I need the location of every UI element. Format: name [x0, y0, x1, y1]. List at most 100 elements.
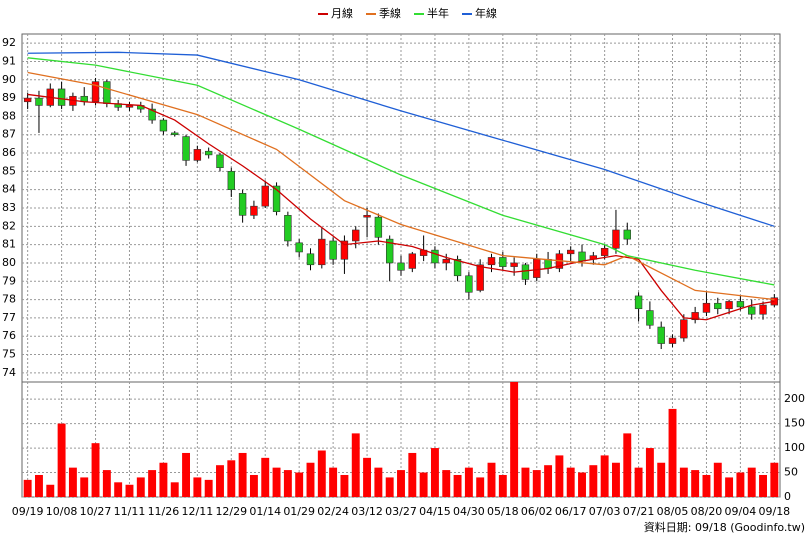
volume-bar [216, 465, 224, 497]
y2-tick-label: 0 [784, 490, 791, 503]
volume-bar [238, 452, 247, 497]
ma-line [27, 57, 775, 286]
volume-bar [306, 462, 315, 497]
volume-bar [442, 470, 451, 497]
y-tick-label: 92 [2, 36, 16, 49]
y-tick-label: 84 [2, 183, 16, 196]
y2-tick-label: 50 [784, 466, 798, 479]
candle-body [125, 105, 134, 108]
volume-bar [657, 462, 666, 497]
volume-bar [159, 462, 168, 497]
y-tick-label: 78 [2, 293, 16, 306]
candle-body [431, 249, 439, 264]
y2-tick-label: 200 [784, 392, 805, 405]
candle-body [702, 302, 711, 313]
volume-bar [702, 474, 711, 497]
y-tick-label: 88 [2, 109, 16, 122]
volume-bar [329, 467, 338, 497]
candle-body [272, 185, 281, 212]
candle-body [159, 119, 168, 132]
volume-bar [340, 474, 349, 497]
volume-bar [204, 479, 213, 497]
volume-bar [182, 452, 191, 497]
y-tick-label: 89 [2, 91, 16, 104]
candle-body [544, 258, 552, 269]
volume-bar [544, 465, 553, 497]
volume-bar [351, 433, 360, 497]
volume-bar [419, 472, 428, 497]
volume-bar [114, 482, 123, 497]
candle-body [612, 229, 620, 249]
candle-body [476, 264, 484, 291]
volume-bar [148, 470, 157, 497]
x-tick-label: 04/30 [453, 505, 485, 518]
source-note: 資料日期: 09/18 (Goodinfo.tw) [644, 520, 805, 534]
candle-body [363, 215, 371, 218]
y-tick-label: 80 [2, 256, 16, 269]
candle-body [182, 136, 190, 161]
x-tick-label: 10/27 [80, 505, 112, 518]
volume-bar [295, 472, 304, 497]
candle-body [295, 242, 303, 253]
candle-body [227, 171, 235, 190]
volume-bar [408, 452, 417, 497]
x-tick-label: 09/19 [12, 505, 44, 518]
candle-body [340, 240, 349, 260]
candle-body [714, 302, 722, 310]
volume-bar [170, 482, 179, 497]
legend-label: 半年 [427, 6, 449, 20]
volume-bar [487, 462, 496, 497]
x-tick-label: 07/03 [589, 505, 621, 518]
candle-body [103, 81, 111, 104]
candle-body [352, 229, 360, 242]
y-tick-label: 76 [2, 329, 16, 342]
volume-bar [57, 423, 66, 497]
x-tick-label: 11/11 [114, 505, 146, 518]
candle-body [329, 240, 337, 260]
x-tick-label: 12/11 [182, 505, 214, 518]
ma-line [27, 71, 775, 301]
volume-bar [317, 450, 326, 497]
x-tick-label: 01/29 [283, 505, 315, 518]
candle-body [453, 258, 462, 277]
y-tick-label: 87 [2, 128, 16, 141]
volume-bar [759, 474, 767, 497]
volume-bar [91, 443, 100, 497]
candle-body [216, 154, 224, 169]
candle-body [521, 264, 530, 280]
volume-bar [385, 477, 394, 497]
y2-tick-label: 150 [784, 417, 805, 430]
candle-body [499, 257, 507, 267]
y-tick-label: 77 [2, 311, 16, 324]
y-tick-label: 90 [2, 73, 16, 86]
candle-body [465, 275, 473, 293]
volume-bar [510, 382, 519, 497]
candle-body [759, 304, 767, 315]
volume-bar [645, 448, 654, 497]
y-tick-label: 82 [2, 219, 16, 232]
candle-body [408, 253, 417, 269]
candle-body [148, 108, 156, 121]
y-tick-label: 81 [2, 238, 16, 251]
volume-bar [600, 455, 609, 497]
volume-bar [430, 448, 439, 497]
candle-body [736, 301, 745, 308]
candle-body [193, 149, 202, 161]
volume-bar [532, 470, 541, 497]
y-tick-label: 83 [2, 201, 16, 214]
x-tick-label: 06/17 [555, 505, 587, 518]
y-tick-label: 74 [2, 366, 16, 379]
volume-bar [453, 474, 462, 497]
candle-body [238, 193, 247, 216]
x-tick-label: 11/26 [148, 505, 180, 518]
candle-body [646, 310, 654, 326]
legend-label: 季線 [379, 6, 401, 20]
candle-body [725, 301, 733, 310]
x-tick-label: 04/15 [419, 505, 451, 518]
x-tick-label: 09/04 [725, 505, 757, 518]
volume-bar [589, 465, 598, 497]
volume-bar [691, 470, 700, 497]
volume-bar [102, 470, 111, 497]
x-tick-label: 01/14 [249, 505, 281, 518]
candle-body [171, 132, 179, 136]
